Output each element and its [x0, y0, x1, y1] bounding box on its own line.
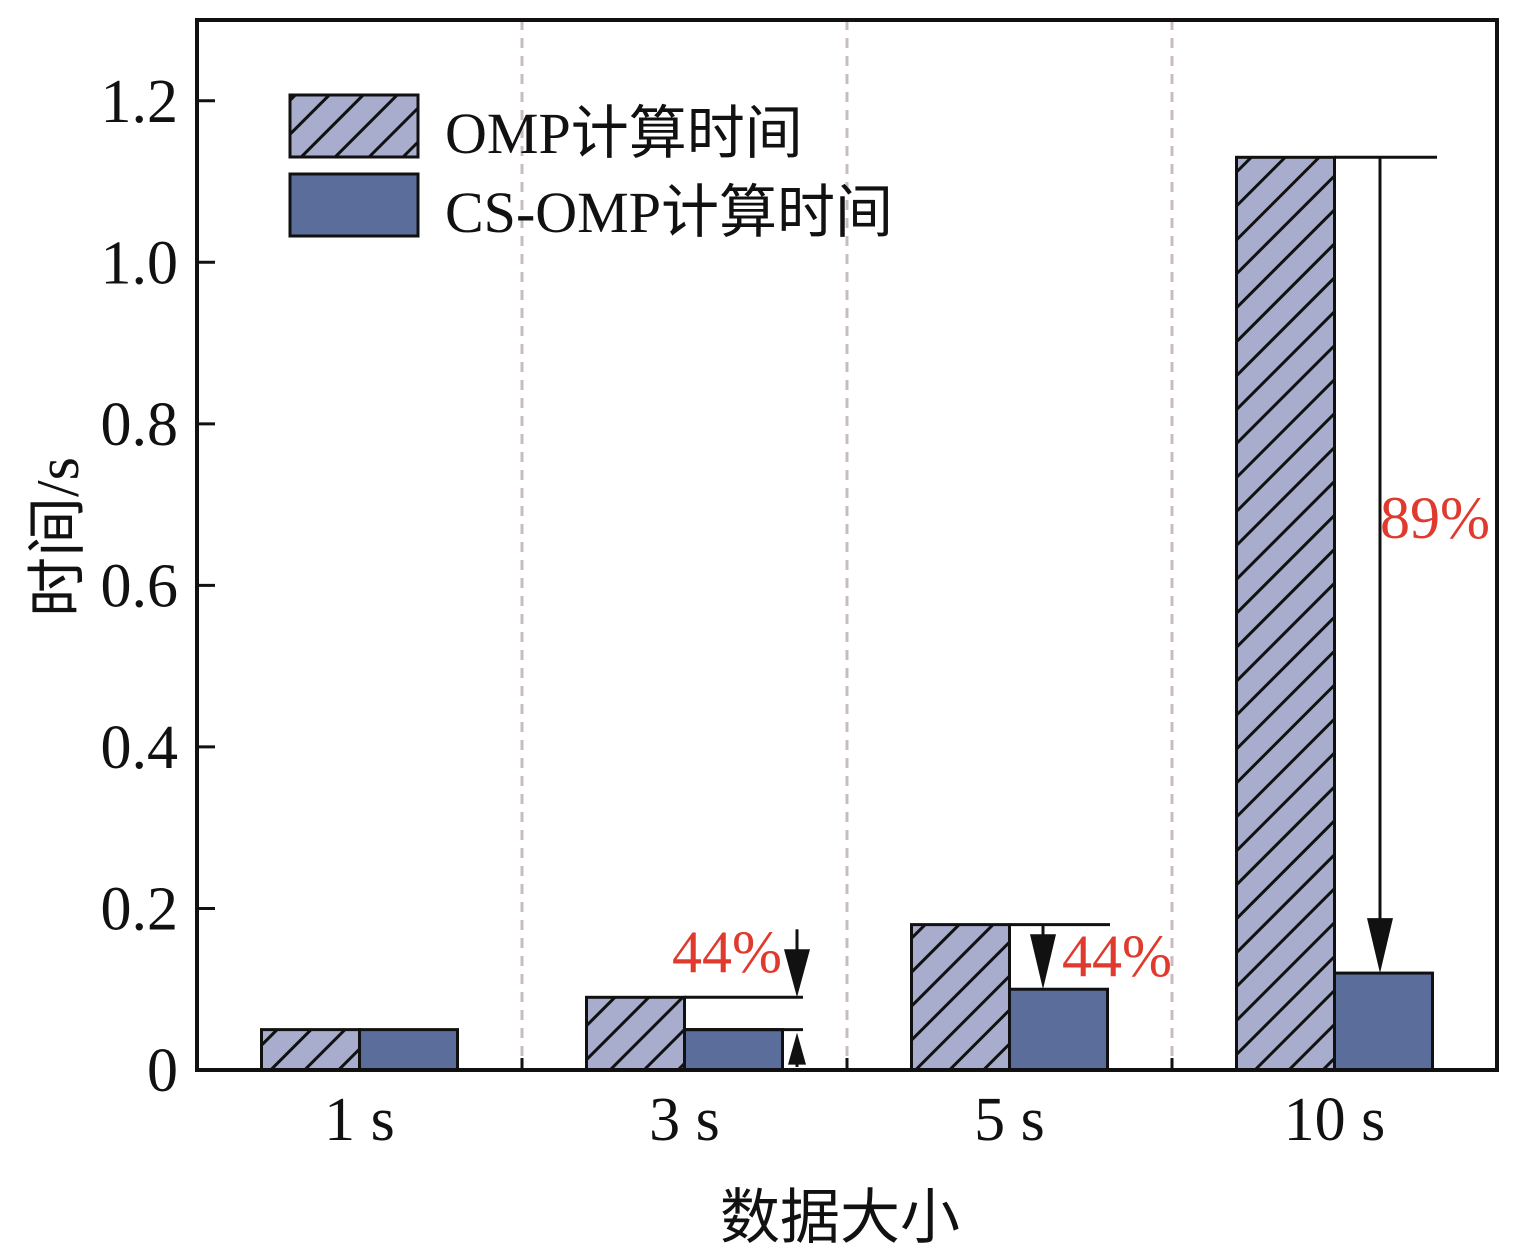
legend-swatch	[288, 172, 420, 238]
legend-label: OMP计算时间	[445, 101, 803, 166]
annotation-label: 89%	[1380, 485, 1490, 551]
annotation-label: 44%	[1062, 923, 1172, 989]
reduction-annotation: 44%	[672, 919, 810, 1067]
legend: OMP计算时间 CS-OMP计算时间	[288, 93, 893, 245]
reduction-annotation: 44%	[1009, 923, 1172, 990]
x-tick-label: 1 s	[324, 1086, 395, 1154]
legend-swatch	[288, 93, 420, 159]
y-tick-label: 0	[147, 1037, 178, 1105]
bar-series-1-category-1	[683, 1028, 784, 1072]
legend-item: OMP计算时间	[288, 93, 803, 166]
reduction-annotation: 89%	[1334, 155, 1490, 974]
arrow-head	[1030, 934, 1056, 990]
y-tick-label: 0.4	[101, 714, 179, 782]
legend-item: CS-OMP计算时间	[288, 172, 893, 245]
y-tick-label: 0.6	[101, 552, 179, 620]
bar-series-0-category-2	[910, 923, 1011, 1072]
x-tick-label: 5 s	[974, 1086, 1045, 1154]
bar-series-0-category-1	[585, 995, 686, 1072]
x-tick-label: 10 s	[1284, 1086, 1386, 1154]
bars	[260, 155, 1434, 1072]
annotations: 44% 44% 89%	[672, 155, 1490, 1067]
x-axis: 1 s 3 s 5 s 10 s	[324, 1058, 1385, 1154]
legend-label: CS-OMP计算时间	[445, 180, 893, 245]
bar-series-1-category-3	[1333, 971, 1434, 1072]
bar-series-0-category-0	[260, 1028, 361, 1072]
y-tick-label: 1.2	[101, 68, 179, 136]
y-axis-label: 时间/s	[25, 457, 91, 617]
bar-series-0-category-3	[1235, 155, 1336, 1072]
y-tick-label: 0.8	[101, 391, 179, 459]
x-axis-label: 数据大小	[720, 1185, 960, 1251]
arrow-head	[1367, 918, 1393, 974]
bar-series-1-category-2	[1008, 987, 1109, 1072]
arrow-head	[788, 1032, 806, 1065]
arrow-head	[784, 949, 810, 998]
y-tick-label: 1.0	[101, 229, 179, 297]
bar-series-1-category-0	[358, 1028, 459, 1072]
y-axis: 0 0.2 0.4 0.6 0.8 1.0 1.2	[101, 68, 215, 1105]
x-tick-label: 3 s	[649, 1086, 720, 1154]
category-separators	[520, 20, 1174, 1070]
y-tick-label: 0.2	[101, 875, 179, 943]
annotation-label: 44%	[672, 919, 782, 985]
